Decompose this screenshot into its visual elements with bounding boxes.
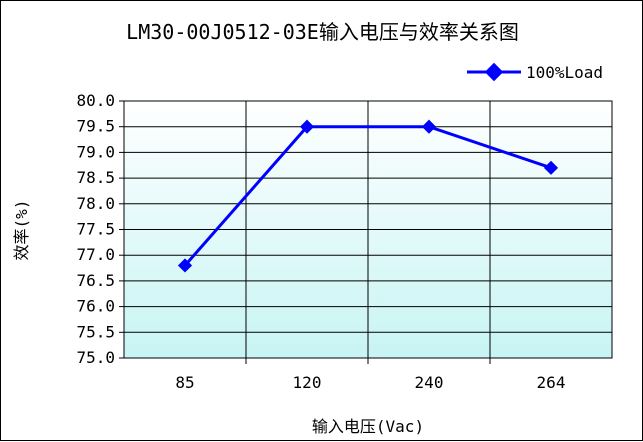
y-tick-label: 76.0 [76, 297, 115, 316]
y-tick-label: 76.5 [76, 271, 115, 290]
x-tick-label: 120 [293, 373, 322, 392]
data-point-marker [177, 258, 193, 273]
y-axis-label: 效率(%) [12, 200, 31, 261]
grid-lines [124, 100, 612, 364]
y-tick-label: 75.0 [76, 348, 115, 367]
data-point-marker [299, 119, 315, 134]
y-tick-label: 77.5 [76, 220, 115, 239]
y-tick-label: 80.0 [76, 91, 115, 110]
series-layer [177, 119, 559, 273]
x-axis-label: 输入电压(Vac) [312, 417, 424, 436]
series-line [183, 125, 552, 267]
x-tick-label: 85 [175, 373, 194, 392]
y-tick-label: 79.0 [76, 142, 115, 161]
y-tick-label: 77.0 [76, 245, 115, 264]
x-axis-ticks: 85 120 240 264 [175, 373, 565, 392]
legend-diamond-icon [484, 62, 504, 82]
y-tick-label: 79.5 [76, 117, 115, 136]
y-tick-label: 78.0 [76, 194, 115, 213]
legend: 100%Load [467, 62, 603, 82]
y-axis-ticks: 75.0 75.5 76.0 76.5 77.0 77.5 78.0 78.5 79.0 79.5… [76, 91, 124, 367]
x-tick-label: 240 [415, 373, 444, 392]
y-tick-label: 78.5 [76, 168, 115, 187]
x-tick-label: 264 [537, 373, 566, 392]
legend-label: 100%Load [526, 63, 603, 82]
y-tick-label: 75.5 [76, 322, 115, 341]
data-point-marker [543, 160, 559, 175]
data-point-marker [421, 119, 437, 134]
chart-title: LM30-00J0512-03E输入电压与效率关系图 [126, 20, 519, 44]
